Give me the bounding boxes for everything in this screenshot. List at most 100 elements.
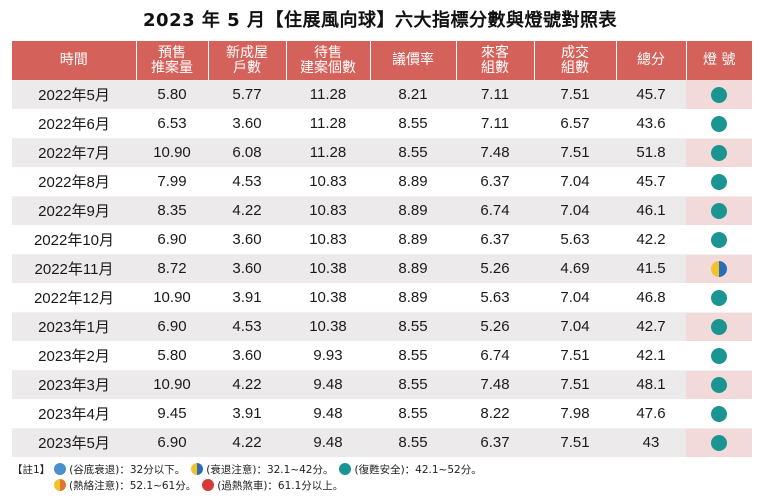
column-header-text: 新成屋 (226, 44, 268, 61)
table-row: 2022年5月 5.80 5.77 11.28 8.21 7.11 7.51 45.7 (12, 80, 752, 110)
column-header-3: 待售 建案個數 (285, 41, 370, 80)
column-header-text: 時間 (59, 52, 88, 68)
cell-total: 42.7 (616, 312, 686, 342)
column-header-text: 戶數 (233, 59, 261, 76)
cell-new-units: 4.22 (208, 370, 286, 400)
cell-visitors: 6.37 (456, 428, 534, 458)
indicator-table: 時間 預售 推案量 新成屋 戶數 待售 建案個數 議價率 來客 組數 成交 組數 總分燈 號 2022年… (12, 41, 752, 458)
cell-presale: 6.53 (136, 109, 208, 139)
cell-bargain: 8.89 (370, 283, 456, 313)
legend-item: (衰退注意)：32.1~42分。 (191, 462, 333, 477)
cell-deals: 7.04 (534, 196, 616, 226)
cell-total: 47.6 (616, 399, 686, 429)
cell-new-units: 4.53 (208, 167, 286, 197)
cell-pending: 11.28 (286, 109, 370, 139)
signal-light-icon (711, 348, 727, 365)
cell-pending: 9.93 (286, 341, 370, 371)
cell-light (686, 196, 752, 226)
cell-presale: 8.72 (136, 254, 208, 284)
signal-light-icon (711, 145, 727, 162)
cell-presale: 5.80 (136, 341, 208, 371)
table-row: 2022年6月 6.53 3.60 11.28 8.55 7.11 6.57 43.6 (12, 109, 752, 139)
cell-visitors: 6.37 (456, 167, 534, 197)
table-row: 2022年9月 8.35 4.22 10.83 8.89 6.74 7.04 46.1 (12, 196, 752, 226)
column-header-0: 時間 (12, 41, 136, 80)
legend-signal-icon (202, 479, 215, 491)
cell-total: 46.1 (616, 196, 686, 226)
cell-presale: 10.90 (136, 283, 208, 313)
cell-visitors: 6.37 (456, 225, 534, 255)
column-header-1: 預售 推案量 (135, 41, 208, 80)
cell-bargain: 8.55 (370, 370, 456, 400)
column-header-text: 來客 (481, 44, 509, 61)
cell-pending: 10.83 (286, 167, 370, 197)
column-header-text: 待售 (314, 44, 342, 61)
table-row: 2022年7月 10.90 6.08 11.28 8.55 7.48 7.51 51.8 (12, 138, 752, 168)
cell-visitors: 5.26 (456, 312, 534, 342)
signal-light-icon (711, 435, 727, 452)
cell-pending: 9.48 (286, 399, 370, 429)
cell-total: 41.5 (616, 254, 686, 284)
cell-presale: 8.35 (136, 196, 208, 226)
cell-presale: 10.90 (136, 138, 208, 168)
cell-bargain: 8.89 (370, 225, 456, 255)
cell-presale: 7.99 (136, 167, 208, 197)
cell-presale: 10.90 (136, 370, 208, 400)
table-row: 2022年12月 10.90 3.91 10.38 8.89 5.63 7.04 46.8 (12, 283, 752, 313)
signal-light-icon (711, 116, 727, 133)
cell-light (686, 370, 752, 400)
cell-light (686, 312, 752, 342)
cell-visitors: 8.22 (456, 399, 534, 429)
legend-line-2: (熱絡注意)：52.1~61分。 (過熱煞車)：61.1分以上。 (12, 477, 752, 493)
cell-light (686, 428, 752, 458)
column-header-text: 組數 (561, 59, 589, 76)
legend-text: (熱絡注意)：52.1~61分。 (69, 479, 197, 492)
cell-light (686, 225, 752, 255)
cell-light (686, 167, 752, 197)
cell-pending: 10.83 (286, 196, 370, 226)
legend-text: (復甦安全)：42.1~52分。 (354, 463, 482, 476)
column-header-text: 議價率 (392, 52, 434, 68)
column-header-7: 總分 (615, 41, 686, 80)
cell-visitors: 7.11 (456, 109, 534, 139)
cell-new-units: 4.22 (208, 428, 286, 458)
cell-pending: 10.38 (286, 254, 370, 284)
cell-new-units: 3.60 (208, 225, 286, 255)
signal-light-icon (711, 406, 727, 423)
cell-light (686, 283, 752, 313)
signal-light-icon (711, 174, 727, 191)
cell-pending: 10.38 (286, 283, 370, 313)
table-row: 2023年4月 9.45 3.91 9.48 8.55 8.22 7.98 47.6 (12, 399, 752, 429)
table-row: 2022年11月 8.72 3.60 10.38 8.89 5.26 4.69 41.5 (12, 254, 752, 284)
cell-bargain: 8.89 (370, 196, 456, 226)
cell-deals: 7.04 (534, 167, 616, 197)
cell-deals: 7.04 (534, 312, 616, 342)
cell-total: 46.8 (616, 283, 686, 313)
cell-time: 2022年5月 (12, 80, 136, 110)
cell-visitors: 7.48 (456, 370, 534, 400)
legend-signal-icon (54, 479, 66, 491)
cell-deals: 7.51 (534, 370, 616, 400)
cell-presale: 6.90 (136, 428, 208, 458)
column-header-text: 預售 (158, 44, 186, 61)
cell-light (686, 109, 752, 139)
cell-new-units: 5.77 (208, 80, 286, 110)
cell-time: 2022年7月 (12, 138, 136, 168)
legend-item: (過熱煞車)：61.1分以上。 (202, 478, 343, 493)
cell-bargain: 8.55 (370, 341, 456, 371)
legend-text: (過熱煞車)：61.1分以上。 (217, 479, 344, 492)
table-row: 2023年3月 10.90 4.22 9.48 8.55 7.48 7.51 48.1 (12, 370, 752, 400)
cell-visitors: 6.74 (456, 341, 534, 371)
cell-deals: 7.04 (534, 283, 616, 313)
signal-light-icon (711, 261, 727, 278)
cell-presale: 5.80 (136, 80, 208, 110)
table-row: 2023年2月 5.80 3.60 9.93 8.55 6.74 7.51 42.1 (12, 341, 752, 371)
cell-deals: 7.51 (534, 80, 616, 110)
legend-text: (衰退注意)：32.1~42分。 (206, 463, 334, 476)
cell-time: 2023年4月 (12, 399, 136, 429)
cell-time: 2022年10月 (12, 225, 136, 255)
cell-visitors: 7.48 (456, 138, 534, 168)
cell-new-units: 3.60 (208, 341, 286, 371)
column-header-text: 建案個數 (300, 59, 356, 76)
cell-deals: 7.51 (534, 428, 616, 458)
